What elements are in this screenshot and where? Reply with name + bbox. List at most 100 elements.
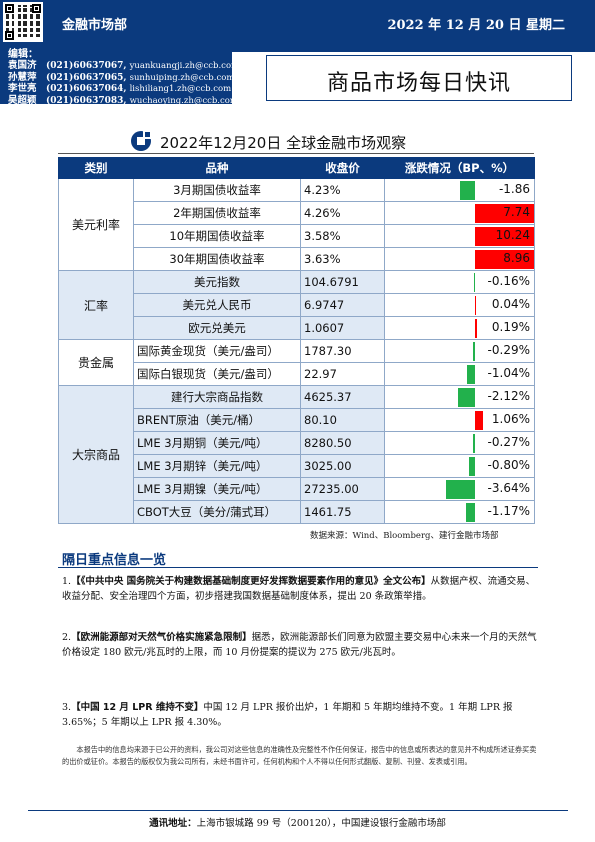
change-value: -1.04% — [487, 366, 530, 380]
close-cell: 3025.00 — [300, 454, 385, 478]
footer: 通讯地址：上海市银城路 99 号（200120），中国建设银行金融市场部 — [0, 815, 595, 829]
editor-row: 袁国济 (021)60637067, yuankuangji.zh@ccb.com — [8, 57, 239, 71]
news-headline: 【《中共中央 国务院关于构建数据基础制度更好发挥数据要素作用的意见》全文公布】 — [71, 576, 431, 587]
change-value: -1.86 — [498, 182, 530, 196]
footer-address: 上海市银城路 99 号（200120），中国建设银行金融市场部 — [196, 818, 446, 829]
change-bar — [475, 250, 534, 269]
change-value: 0.19% — [491, 320, 530, 334]
change-value: 8.96 — [503, 251, 530, 265]
table-row: 美元利率 3月期国债收益率 4.23% -1.86 — [58, 178, 535, 271]
change-value: -0.16% — [487, 274, 530, 288]
change-cell: -1.17% — [384, 500, 535, 524]
news-body: 据悉，欧洲能源部长们同意为欧盟主要交易中心未来一个月的天然气价格设定 180 欧… — [62, 632, 537, 658]
item-cell: 30年期国债收益率 — [133, 247, 301, 271]
news-number: 1. — [62, 576, 72, 587]
change-bar — [475, 411, 484, 430]
item-cell: CBOT大豆（美分/蒲式耳） — [133, 500, 301, 524]
market-overview-title: 2022年12月20日 全球金融市场观察 — [160, 134, 407, 152]
item-cell: 10年期国债收益率 — [133, 224, 301, 248]
title-divider — [58, 153, 534, 154]
change-value: -0.29% — [487, 343, 530, 357]
close-cell: 4.26% — [300, 201, 385, 225]
change-bar — [475, 227, 534, 246]
item-cell: LME 3月期镍（美元/吨） — [133, 477, 301, 501]
change-value: -0.80% — [487, 458, 530, 472]
change-bar — [473, 273, 475, 292]
editor-email[interactable]: wuchaoying.zh@ccb.com — [129, 95, 238, 106]
table-row: 国际白银现货（美元/盎司） 22.97 -1.04% — [59, 362, 535, 386]
close-cell: 4.23% — [300, 178, 385, 202]
change-cell: 10.24 — [384, 224, 535, 248]
news-number: 2. — [62, 632, 72, 643]
change-cell: -0.16% — [384, 270, 535, 294]
editor-phone: (021)60637065, — [46, 72, 127, 83]
header-category: 类别 — [58, 157, 134, 179]
close-cell: 6.9747 — [300, 293, 385, 317]
change-cell: 0.19% — [384, 316, 535, 340]
change-bar — [458, 388, 475, 407]
close-cell: 3.63% — [300, 247, 385, 271]
change-value: -2.12% — [487, 389, 530, 403]
table-row: 贵金属 国际黄金现货（美元/盎司） 1787.30 -0.29% — [58, 339, 535, 386]
item-cell: 国际黄金现货（美元/盎司） — [133, 339, 301, 363]
item-cell: 欧元兑美元 — [133, 316, 301, 340]
change-bar — [466, 365, 475, 384]
qr-code-icon — [3, 2, 43, 42]
editor-name: 吴超颖 — [8, 94, 37, 106]
category-cell: 汇率 — [58, 270, 134, 340]
close-cell: 80.10 — [300, 408, 385, 432]
change-cell: 7.74 — [384, 201, 535, 225]
editor-phone: (021)60637083, — [46, 95, 127, 106]
header-change: 涨跌情况（BP、%） — [384, 157, 535, 179]
change-value: -3.64% — [487, 481, 530, 495]
item-cell: 美元兑人民币 — [133, 293, 301, 317]
editor-email[interactable]: sunhuiping.zh@ccb.com — [129, 72, 235, 83]
change-cell: 8.96 — [384, 247, 535, 271]
table-row: 10年期国债收益率 3.58% 10.24 — [59, 224, 535, 248]
news-item: 1.【《中共中央 国务院关于构建数据基础制度更好发挥数据要素作用的意见》全文公布… — [62, 574, 542, 604]
editor-phone: (021)60637067, — [46, 61, 127, 71]
data-source: 数据来源：Wind、Bloomberg、建行金融市场部 — [310, 531, 499, 541]
editor-email[interactable]: yuankuangji.zh@ccb.com — [129, 61, 240, 71]
close-cell: 27235.00 — [300, 477, 385, 501]
table-row: LME 3月期铜（美元/吨） 8280.50 -0.27% — [59, 431, 535, 455]
report-title: 商品市场每日快讯 — [326, 71, 511, 96]
section-divider — [58, 567, 538, 568]
close-cell: 4625.37 — [300, 385, 385, 409]
change-cell: -0.29% — [384, 339, 535, 363]
item-cell: 3月期国债收益率 — [133, 178, 301, 202]
close-cell: 104.6791 — [300, 270, 385, 294]
table-row: LME 3月期锌（美元/吨） 3025.00 -0.80% — [59, 454, 535, 478]
item-cell: BRENT原油（美元/桶） — [133, 408, 301, 432]
news-number: 3. — [62, 702, 72, 713]
editor-name: 李世亮 — [8, 83, 37, 94]
editor-phone: (021)60637064, — [46, 84, 127, 94]
close-cell: 3.58% — [300, 224, 385, 248]
change-cell: -1.04% — [384, 362, 535, 386]
change-bar — [475, 319, 477, 338]
change-value: -0.27% — [487, 435, 530, 449]
table-header-row: 类别 品种 收盘价 涨跌情况（BP、%） — [58, 157, 535, 179]
change-cell: -3.64% — [384, 477, 535, 501]
footer-label: 通讯地址： — [149, 818, 197, 829]
editor-email[interactable]: lishiliang1.zh@ccb.com — [129, 84, 232, 94]
footer-divider — [28, 810, 568, 811]
change-bar — [475, 204, 534, 223]
change-value: 1.06% — [491, 412, 530, 426]
change-cell: -0.27% — [384, 431, 535, 455]
editors-label: 编辑： — [8, 49, 38, 60]
report-title-box: 商品市场每日快讯 — [266, 55, 572, 101]
table-row: LME 3月期镍（美元/吨） 27235.00 -3.64% — [59, 477, 535, 501]
item-cell: 国际白银现货（美元/盎司） — [133, 362, 301, 386]
header-close: 收盘价 — [300, 157, 385, 179]
item-cell: 建行大宗商品指数 — [133, 385, 301, 409]
change-value: 0.04% — [491, 297, 530, 311]
category-cell: 美元利率 — [58, 178, 134, 271]
header-bar — [0, 0, 595, 44]
header-item: 品种 — [133, 157, 301, 179]
change-cell: -2.12% — [384, 385, 535, 409]
item-cell: LME 3月期铜（美元/吨） — [133, 431, 301, 455]
editor-row: 孙慧萍 (021)60637065, sunhuiping.zh@ccb.com — [8, 69, 234, 83]
table-row: 汇率 美元指数 104.6791 -0.16% — [58, 270, 535, 340]
close-cell: 8280.50 — [300, 431, 385, 455]
